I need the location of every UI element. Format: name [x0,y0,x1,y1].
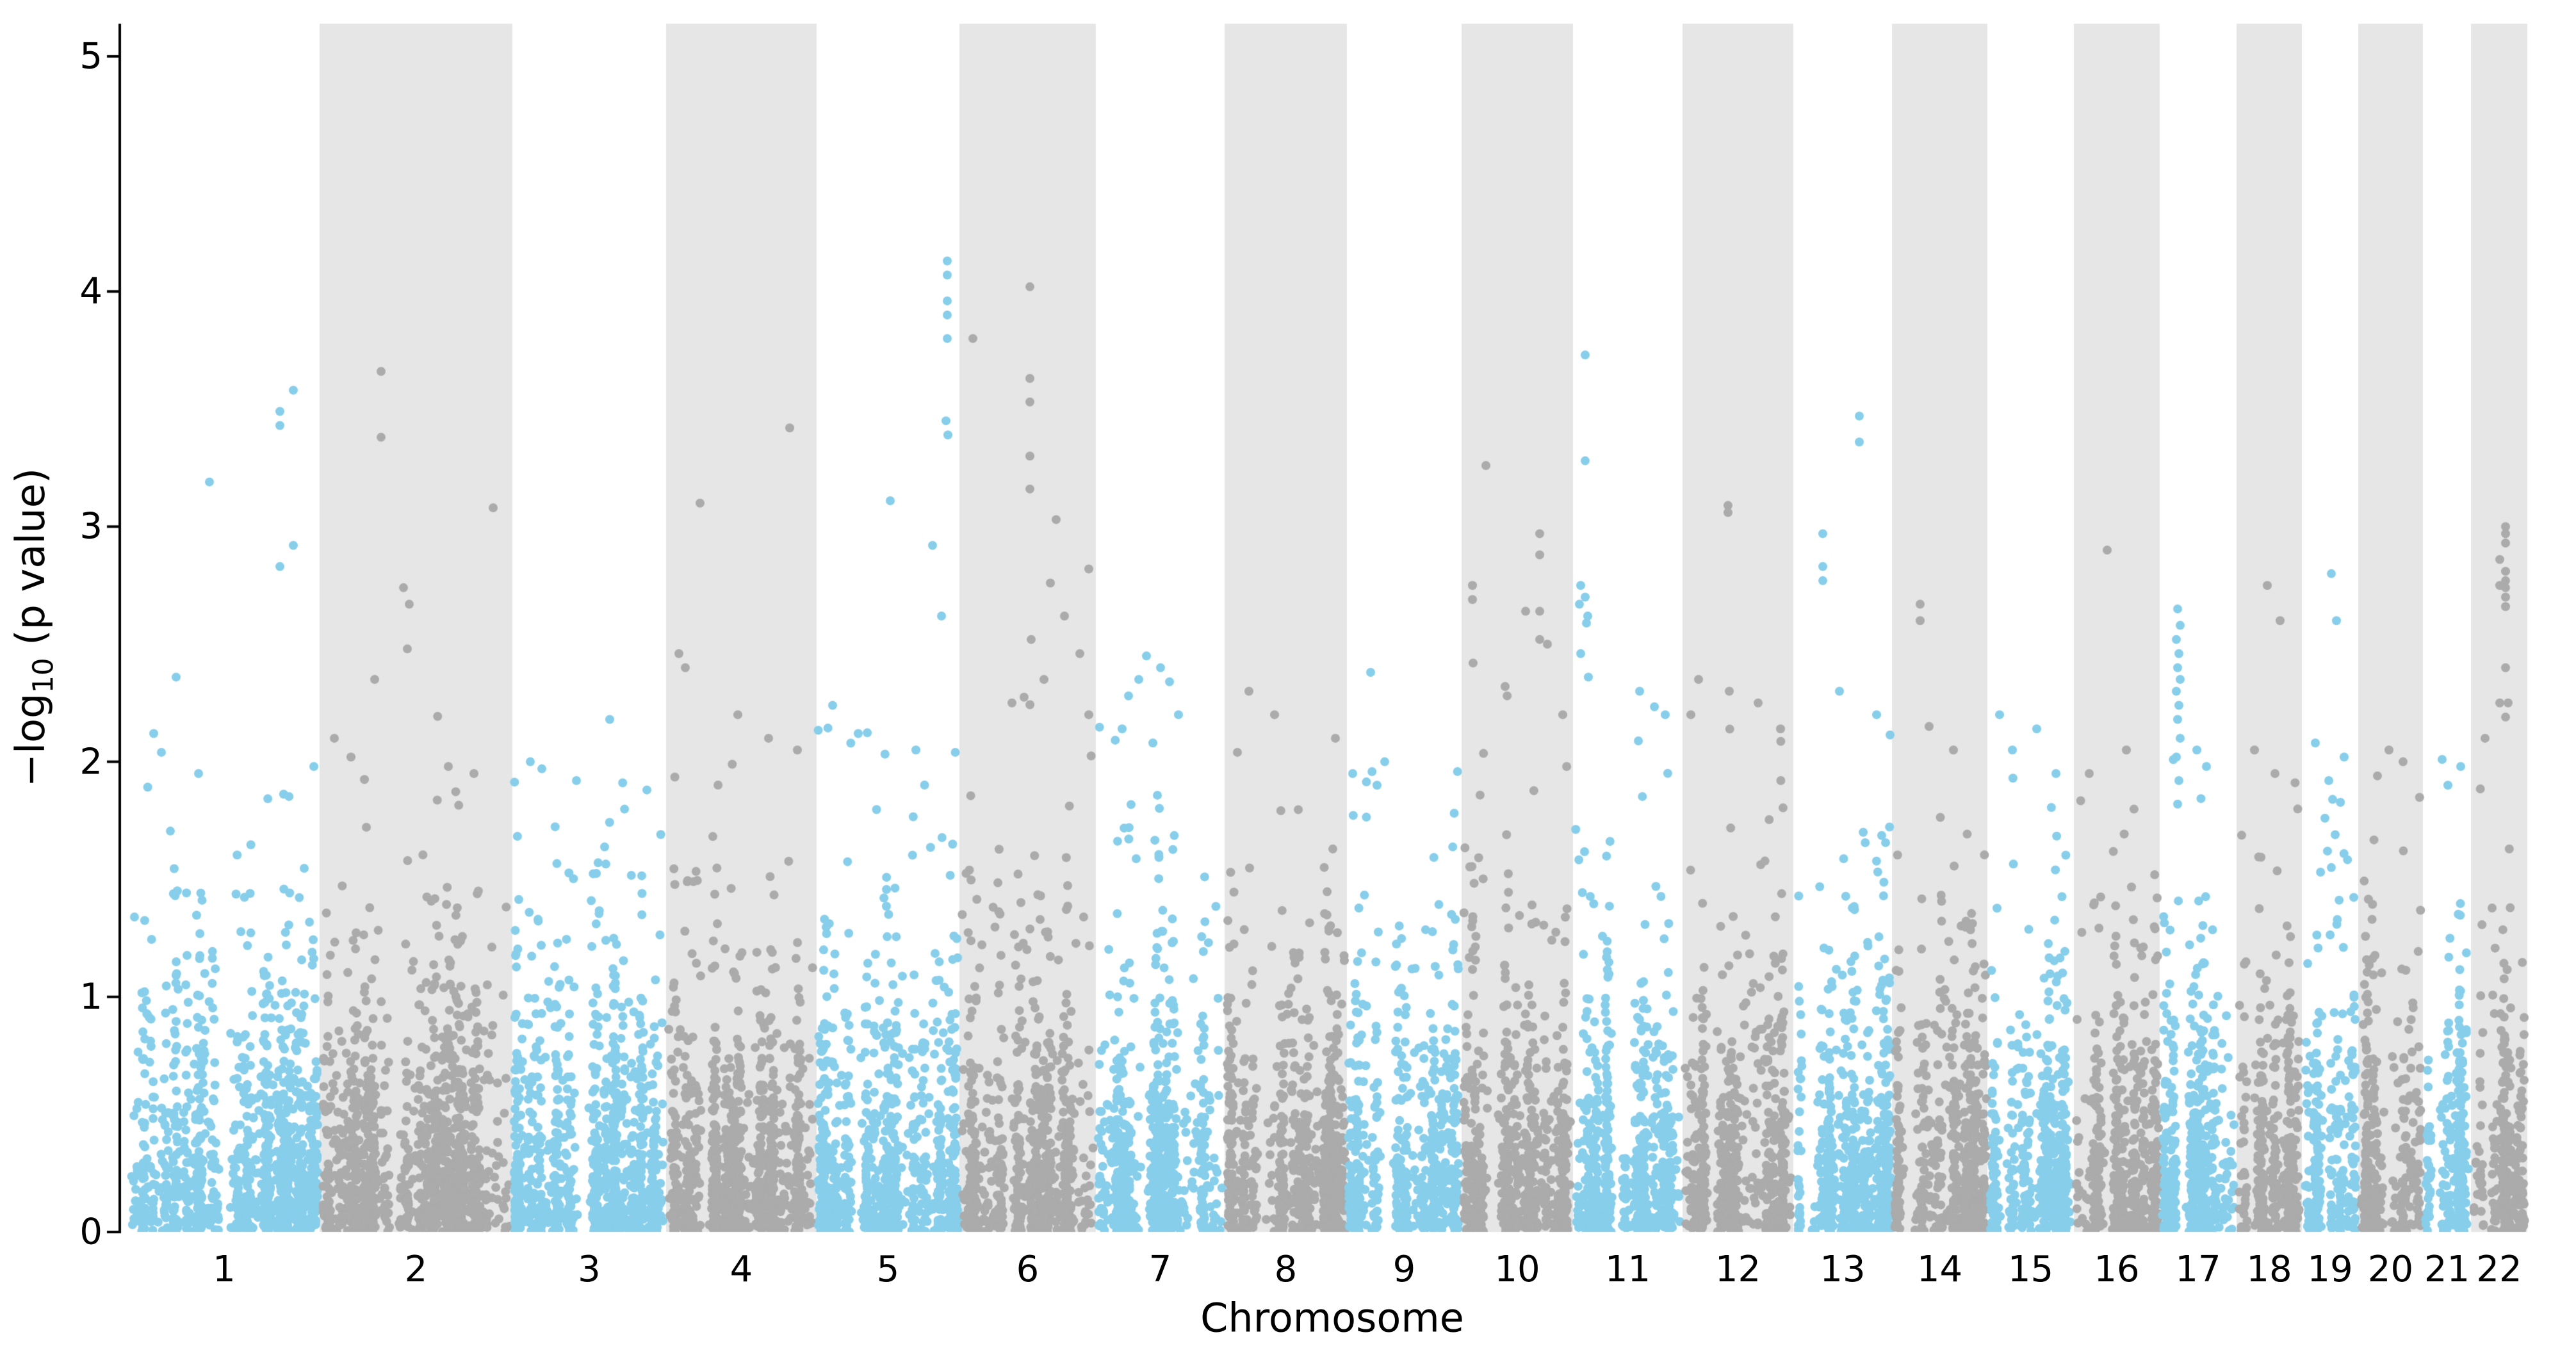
x-tick-label-chr18: 18 [2246,1249,2292,1290]
y-axis-title-subscript: 10 [28,658,60,693]
x-tick-label-chr2: 2 [404,1249,428,1290]
x-tick-label-chr10: 10 [1494,1249,1540,1290]
y-tick-label-3: 3 [79,505,102,547]
y-tick-label-0: 0 [79,1211,102,1253]
x-tick-label-chr21: 21 [2424,1249,2470,1290]
x-axis-title: Chromosome [1200,1294,1464,1342]
x-tick-label-chr4: 4 [730,1249,753,1290]
x-tick-label-chr1: 1 [213,1249,236,1290]
x-tick-label-chr16: 16 [2094,1249,2140,1290]
x-tick-label-chr17: 17 [2175,1249,2221,1290]
y-tick-label-4: 4 [79,270,102,312]
y-axis-title-suffix: (p value) [6,467,54,658]
x-tick-label-chr5: 5 [876,1249,900,1290]
x-tick-label-chr22: 22 [2476,1249,2522,1290]
x-tick-label-chr15: 15 [2007,1249,2054,1290]
x-tick-label-chr13: 13 [1820,1249,1866,1290]
x-tick-label-chr9: 9 [1392,1249,1416,1290]
x-tick-label-chr19: 19 [2307,1249,2353,1290]
y-tick-label-5: 5 [79,35,102,77]
y-axis-title-prefix: −log [6,693,54,788]
x-tick-label-chr7: 7 [1148,1249,1172,1290]
x-tick-label-chr11: 11 [1604,1249,1651,1290]
x-tick-label-chr20: 20 [2367,1249,2414,1290]
x-tick-label-chr3: 3 [578,1249,601,1290]
y-tick-label-1: 1 [79,976,102,1018]
x-tick-label-chr12: 12 [1715,1249,1761,1290]
x-tick-label-chr8: 8 [1274,1249,1298,1290]
x-tick-label-chr6: 6 [1016,1249,1039,1290]
y-tick-label-2: 2 [79,741,102,783]
y-axis-title: −log10 (p value) [7,468,60,787]
x-tick-label-chr14: 14 [1916,1249,1963,1290]
